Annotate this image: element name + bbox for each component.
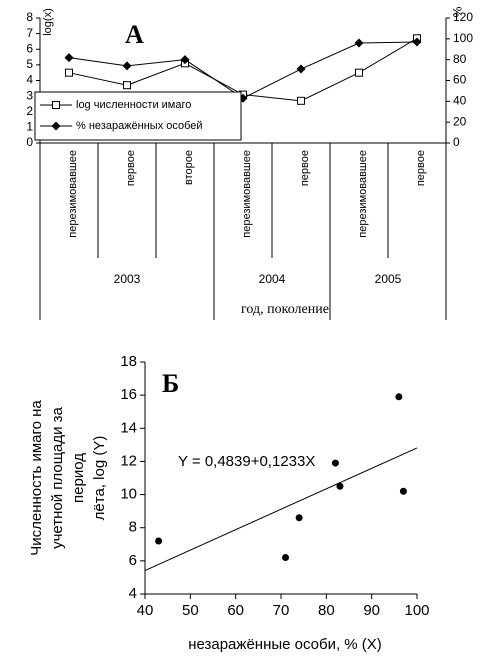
y-tick-label: 6 xyxy=(129,552,137,569)
y-tick-label: 16 xyxy=(120,386,137,403)
y-axis-label: период xyxy=(70,453,87,503)
y-tick-label: 1 xyxy=(26,120,33,134)
y-tick-label: 18 xyxy=(120,353,137,370)
chart-title: А xyxy=(125,20,144,49)
y2-tick-label: 100 xyxy=(453,31,473,45)
y-tick-label: 10 xyxy=(120,486,137,503)
y2-tick-label: 80 xyxy=(453,52,467,66)
y2-tick-label: 60 xyxy=(453,73,467,87)
point xyxy=(399,487,407,495)
marker xyxy=(122,61,132,71)
x-tick-label: 90 xyxy=(363,602,380,619)
group-label: 2004 xyxy=(259,272,286,286)
chart-title: Б xyxy=(162,369,179,398)
point xyxy=(336,482,344,490)
x-tick-label: первое xyxy=(415,150,427,186)
marker xyxy=(64,53,74,63)
y-tick-label: 4 xyxy=(26,73,33,87)
x-axis-label: незаражённые особи, % (X) xyxy=(188,636,382,653)
y-axis-label: log(x) xyxy=(42,8,54,36)
y-axis-label: учетной площади за xyxy=(49,406,66,548)
y2-axis-label: % xyxy=(450,7,464,18)
x-tick-label: первое xyxy=(299,150,311,186)
x-tick-label: 70 xyxy=(273,602,290,619)
y-tick-label: 2 xyxy=(26,104,33,118)
trendline xyxy=(144,447,418,571)
x-tick-label: перезимовавшее xyxy=(357,150,369,238)
x-tick-label: 40 xyxy=(137,602,154,619)
marker xyxy=(123,81,131,90)
x-tick-label: второе xyxy=(183,150,195,185)
y2-tick-label: 40 xyxy=(453,94,467,108)
marker xyxy=(180,55,190,65)
y-axis-label: Численность имаго на xyxy=(28,400,45,556)
x-tick-label: 100 xyxy=(404,602,429,619)
y-tick-label: 8 xyxy=(129,519,137,536)
y2-tick-label: 0 xyxy=(453,135,460,149)
point xyxy=(295,514,303,522)
x-tick-label: 60 xyxy=(227,602,244,619)
marker xyxy=(354,38,364,48)
group-label: 2005 xyxy=(375,272,402,286)
y-tick-label: 5 xyxy=(26,57,33,71)
y-tick-label: 12 xyxy=(120,452,137,469)
point xyxy=(282,554,290,562)
trendline-label: Y = 0,4839+0,1233X xyxy=(178,453,315,470)
y-tick-label: 0 xyxy=(26,135,33,149)
group-label: 2003 xyxy=(114,272,141,286)
legend-marker xyxy=(51,121,61,131)
x-tick-label: первое xyxy=(125,150,137,186)
y-tick-label: 3 xyxy=(26,88,33,102)
x-tick-label: перезимовавшее xyxy=(241,150,253,238)
x-tick-label: 50 xyxy=(182,602,199,619)
marker xyxy=(296,64,306,74)
y-tick-label: 6 xyxy=(26,41,33,55)
marker xyxy=(65,68,73,77)
marker xyxy=(355,68,363,77)
y2-tick-label: 120 xyxy=(453,10,473,24)
legend xyxy=(34,91,242,141)
y-tick-label: 8 xyxy=(26,10,33,24)
marker xyxy=(412,37,422,47)
y-tick-label: 4 xyxy=(129,585,137,602)
legend-marker xyxy=(52,101,60,109)
legend-label: % незаражённых особей xyxy=(76,120,203,132)
x-tick-label: перезимовавшее xyxy=(67,150,79,238)
x-tick-label: 80 xyxy=(318,602,335,619)
point xyxy=(395,393,403,401)
y2-tick-label: 20 xyxy=(453,114,467,128)
x-axis-label: год, поколение xyxy=(241,302,329,317)
y-tick-label: 14 xyxy=(120,419,137,436)
series-line xyxy=(68,41,418,99)
legend-label: log численности имаго xyxy=(76,99,191,111)
y-tick-label: 7 xyxy=(26,26,33,40)
point xyxy=(155,537,163,545)
point xyxy=(331,459,339,467)
marker xyxy=(297,96,305,105)
y-axis-label: лёта, log (Y) xyxy=(91,436,108,521)
